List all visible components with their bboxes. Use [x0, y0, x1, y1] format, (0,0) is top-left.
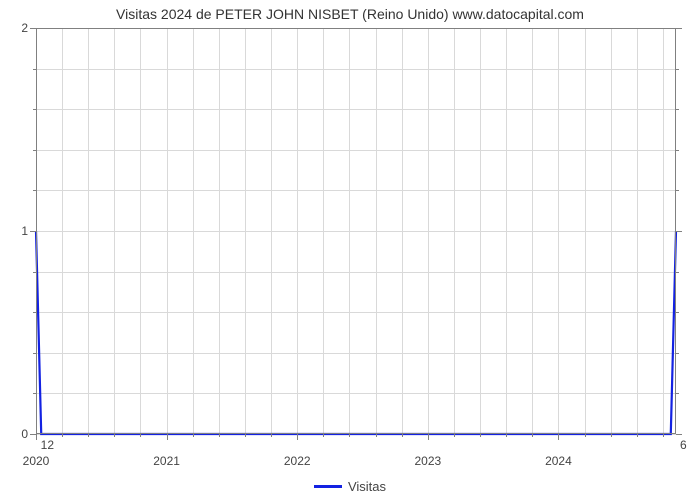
xtick-minor	[663, 434, 664, 437]
ytick-minor	[33, 312, 36, 313]
ytick-minor	[33, 109, 36, 110]
x-axis-label: 2022	[284, 454, 311, 468]
xtick-minor	[637, 434, 638, 437]
ytick-minor	[33, 353, 36, 354]
ytick-minor-right	[676, 109, 679, 110]
ytick-major	[30, 231, 36, 232]
x-axis-label: 2024	[545, 454, 572, 468]
x-axis-label: 2020	[23, 454, 50, 468]
ytick-major-right	[676, 28, 682, 29]
data-series	[36, 28, 676, 434]
ytick-minor-right	[676, 150, 679, 151]
series-line	[36, 231, 676, 434]
x-axis-label: 2021	[153, 454, 180, 468]
ytick-minor	[33, 393, 36, 394]
xtick-major	[558, 434, 559, 440]
xtick-minor	[245, 434, 246, 437]
ytick-minor-right	[676, 190, 679, 191]
ytick-minor	[33, 150, 36, 151]
xtick-minor	[454, 434, 455, 437]
xtick-minor	[114, 434, 115, 437]
xtick-minor	[506, 434, 507, 437]
xtick-minor	[611, 434, 612, 437]
xtick-minor	[480, 434, 481, 437]
legend-label: Visitas	[348, 479, 386, 494]
xtick-minor	[323, 434, 324, 437]
y-axis-label: 1	[14, 224, 28, 238]
plot-area	[36, 28, 676, 434]
ytick-minor-right	[676, 353, 679, 354]
xtick-minor	[532, 434, 533, 437]
ytick-major-right	[676, 231, 682, 232]
legend: Visitas	[0, 478, 700, 494]
xtick-major	[167, 434, 168, 440]
xtick-minor	[271, 434, 272, 437]
y-axis-label: 2	[14, 21, 28, 35]
xtick-minor	[376, 434, 377, 437]
xtick-minor	[585, 434, 586, 437]
ytick-minor	[33, 190, 36, 191]
ytick-major-right	[676, 434, 682, 435]
ytick-minor-right	[676, 393, 679, 394]
y-axis-label: 0	[14, 427, 28, 441]
series-end-label-left: 12	[34, 438, 54, 452]
xtick-minor	[62, 434, 63, 437]
ytick-major	[30, 434, 36, 435]
ytick-major	[30, 28, 36, 29]
ytick-minor-right	[676, 312, 679, 313]
ytick-minor-right	[676, 272, 679, 273]
x-axis-label: 2023	[414, 454, 441, 468]
xtick-major	[297, 434, 298, 440]
xtick-minor	[402, 434, 403, 437]
xtick-minor	[349, 434, 350, 437]
chart-container: Visitas 2024 de PETER JOHN NISBET (Reino…	[0, 0, 700, 500]
xtick-minor	[219, 434, 220, 437]
ytick-minor	[33, 69, 36, 70]
xtick-minor	[88, 434, 89, 437]
xtick-minor	[140, 434, 141, 437]
xtick-major	[428, 434, 429, 440]
legend-swatch	[314, 485, 342, 488]
series-end-label-right: 6	[680, 438, 687, 452]
xtick-minor	[193, 434, 194, 437]
ytick-minor	[33, 272, 36, 273]
ytick-minor-right	[676, 69, 679, 70]
chart-title: Visitas 2024 de PETER JOHN NISBET (Reino…	[0, 6, 700, 22]
